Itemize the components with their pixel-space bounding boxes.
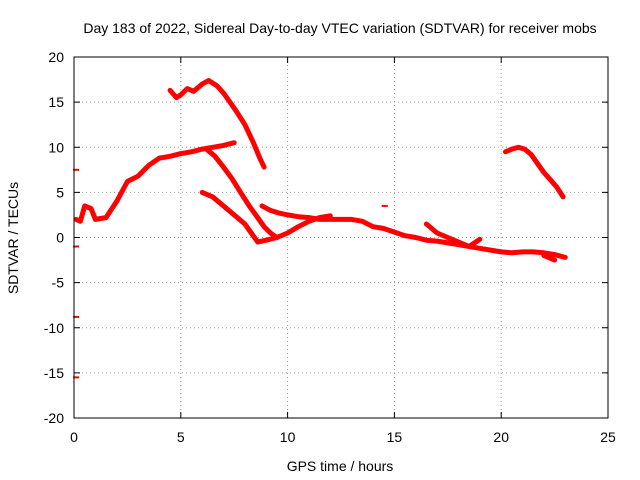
series-track-2 <box>167 78 267 170</box>
y-tick-label: -10 <box>44 320 64 336</box>
series-track-6 <box>503 144 566 200</box>
axis-ticks <box>73 56 609 419</box>
y-tick-label: -20 <box>44 410 64 426</box>
y-tick-label: -15 <box>44 365 64 381</box>
x-axis-label: GPS time / hours <box>287 458 394 474</box>
chart-title: Day 183 of 2022, Sidereal Day-to-day VTE… <box>83 20 596 36</box>
x-tick-label: 10 <box>280 429 296 445</box>
x-tick-label: 0 <box>70 429 78 445</box>
y-tick-labels: -20 -15 -10 -5 0 5 10 15 20 <box>44 49 64 426</box>
series-track-5 <box>259 203 568 260</box>
x-tick-label: 5 <box>177 429 185 445</box>
y-tick-label: 5 <box>56 184 64 200</box>
x-tick-label: 20 <box>493 429 509 445</box>
x-tick-label: 25 <box>600 429 616 445</box>
grid-lines <box>74 57 608 418</box>
x-tick-label: 15 <box>387 429 403 445</box>
data-series <box>73 78 568 379</box>
y-axis-label: SDTVAR / TECUs <box>5 182 21 294</box>
y-tick-label: -5 <box>52 275 65 291</box>
y-tick-label: 10 <box>48 139 64 155</box>
series-track-4 <box>199 189 333 245</box>
x-tick-labels: 0 5 10 15 20 25 <box>70 429 616 445</box>
y-tick-label: 0 <box>56 230 64 246</box>
y-tick-label: 20 <box>48 49 64 65</box>
series-track-7 <box>423 221 483 249</box>
series-track-8 <box>541 253 558 263</box>
y-tick-label: 15 <box>48 94 64 110</box>
series-track-3 <box>203 146 280 240</box>
